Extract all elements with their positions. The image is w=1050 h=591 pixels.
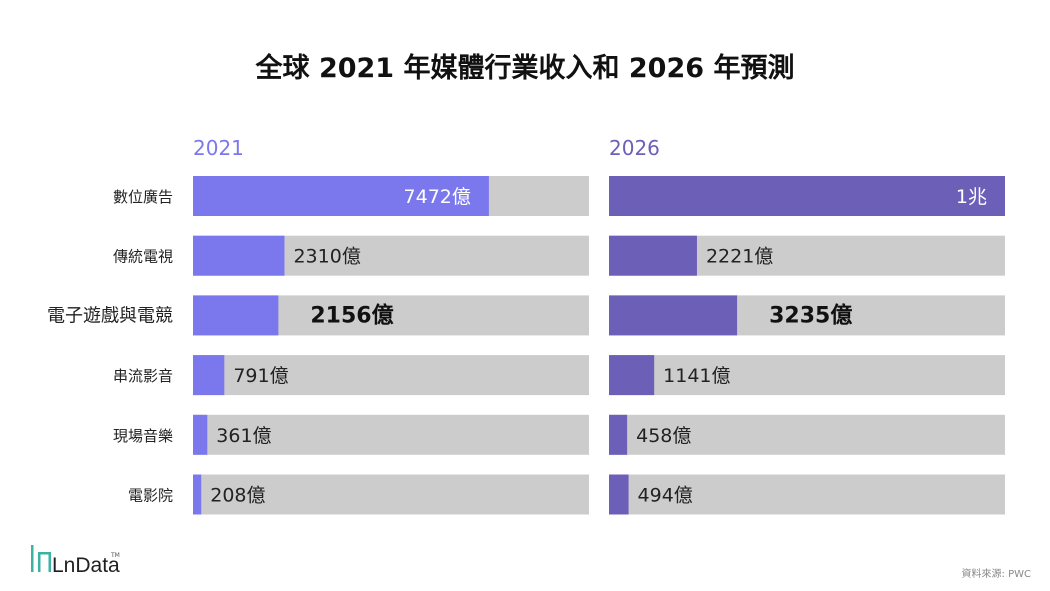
series-label-2021: 2021 (193, 136, 244, 160)
data-label: 208億 (210, 485, 265, 507)
bar-track (609, 414, 1005, 455)
data-label: 494億 (638, 485, 693, 507)
lndata-logo: LnData TM (31, 545, 120, 577)
bar (193, 295, 279, 336)
data-label: 2221億 (706, 246, 773, 268)
data-label: 791億 (233, 365, 288, 387)
bar (609, 235, 697, 276)
bar (193, 235, 285, 276)
series-2021-bars: 7472億 2310億 2156億 791億 361億 208億 (193, 176, 589, 515)
bar-track (193, 355, 589, 396)
bar (609, 176, 1005, 216)
bar-track (193, 474, 589, 515)
data-label: 1兆 (956, 186, 987, 208)
category-label: 現場音樂 (113, 427, 173, 445)
data-label: 1141億 (663, 365, 730, 387)
bar-track (609, 355, 1005, 396)
bar (193, 414, 208, 455)
bar-track (609, 474, 1005, 515)
bar (609, 474, 629, 515)
bar (609, 414, 628, 455)
category-label: 串流影音 (113, 367, 173, 385)
bar-track (193, 414, 589, 455)
source-note: 資料來源: PWC (962, 567, 1031, 580)
logo-mark-icon (31, 545, 51, 572)
chart-title: 全球 2021 年媒體行業收入和 2026 年預測 (255, 52, 795, 84)
bar (193, 474, 202, 515)
data-label: 7472億 (404, 186, 471, 208)
category-label: 電子遊戲與電競 (47, 305, 173, 326)
logo-text: LnData (52, 554, 120, 577)
bar (609, 355, 655, 396)
bar-groups: 7472億2310億2156億791億361億208億1兆2221億3235億1… (193, 176, 1005, 515)
data-label: 458億 (636, 425, 691, 447)
logo-tm: TM (110, 552, 120, 559)
series-label-2026: 2026 (609, 136, 660, 160)
bar (193, 355, 225, 396)
category-label: 數位廣告 (113, 188, 173, 206)
category-label: 傳統電視 (113, 248, 173, 266)
bar (609, 295, 738, 336)
data-label: 361億 (216, 425, 271, 447)
category-label: 電影院 (128, 487, 173, 505)
data-label: 2156億 (310, 302, 393, 328)
bar (193, 176, 489, 216)
data-label: 2310億 (293, 246, 360, 268)
series-2026-bars: 1兆 2221億 3235億 1141億 458億 494億 (609, 176, 1005, 515)
data-label: 3235億 (769, 302, 852, 328)
